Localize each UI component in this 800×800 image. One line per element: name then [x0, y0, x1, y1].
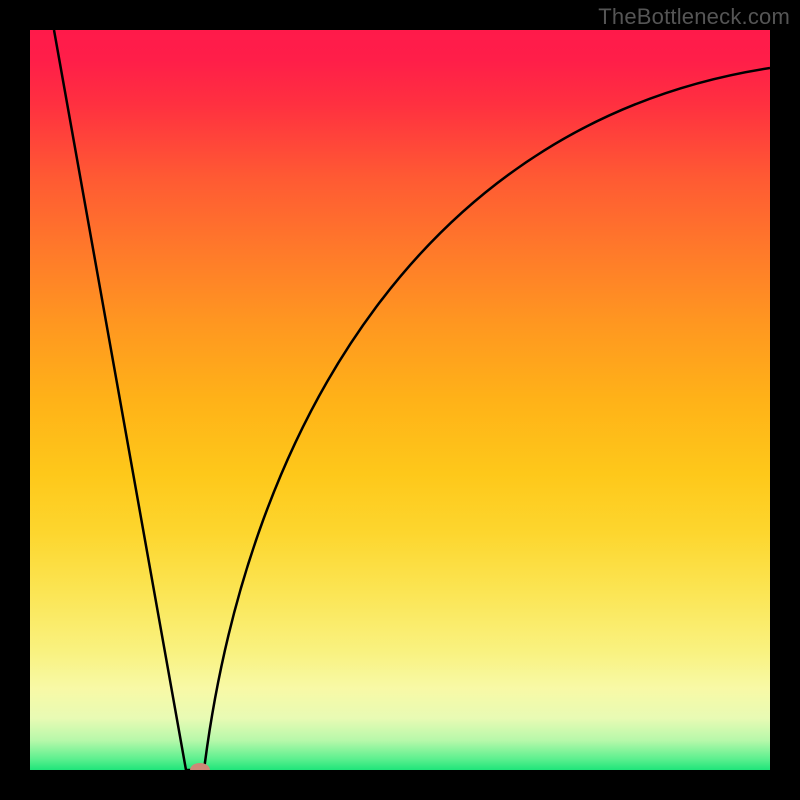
watermark-text: TheBottleneck.com [598, 4, 790, 30]
chart-container: TheBottleneck.com [0, 0, 800, 800]
gradient-background [30, 30, 770, 770]
bottleneck-chart [0, 0, 800, 800]
